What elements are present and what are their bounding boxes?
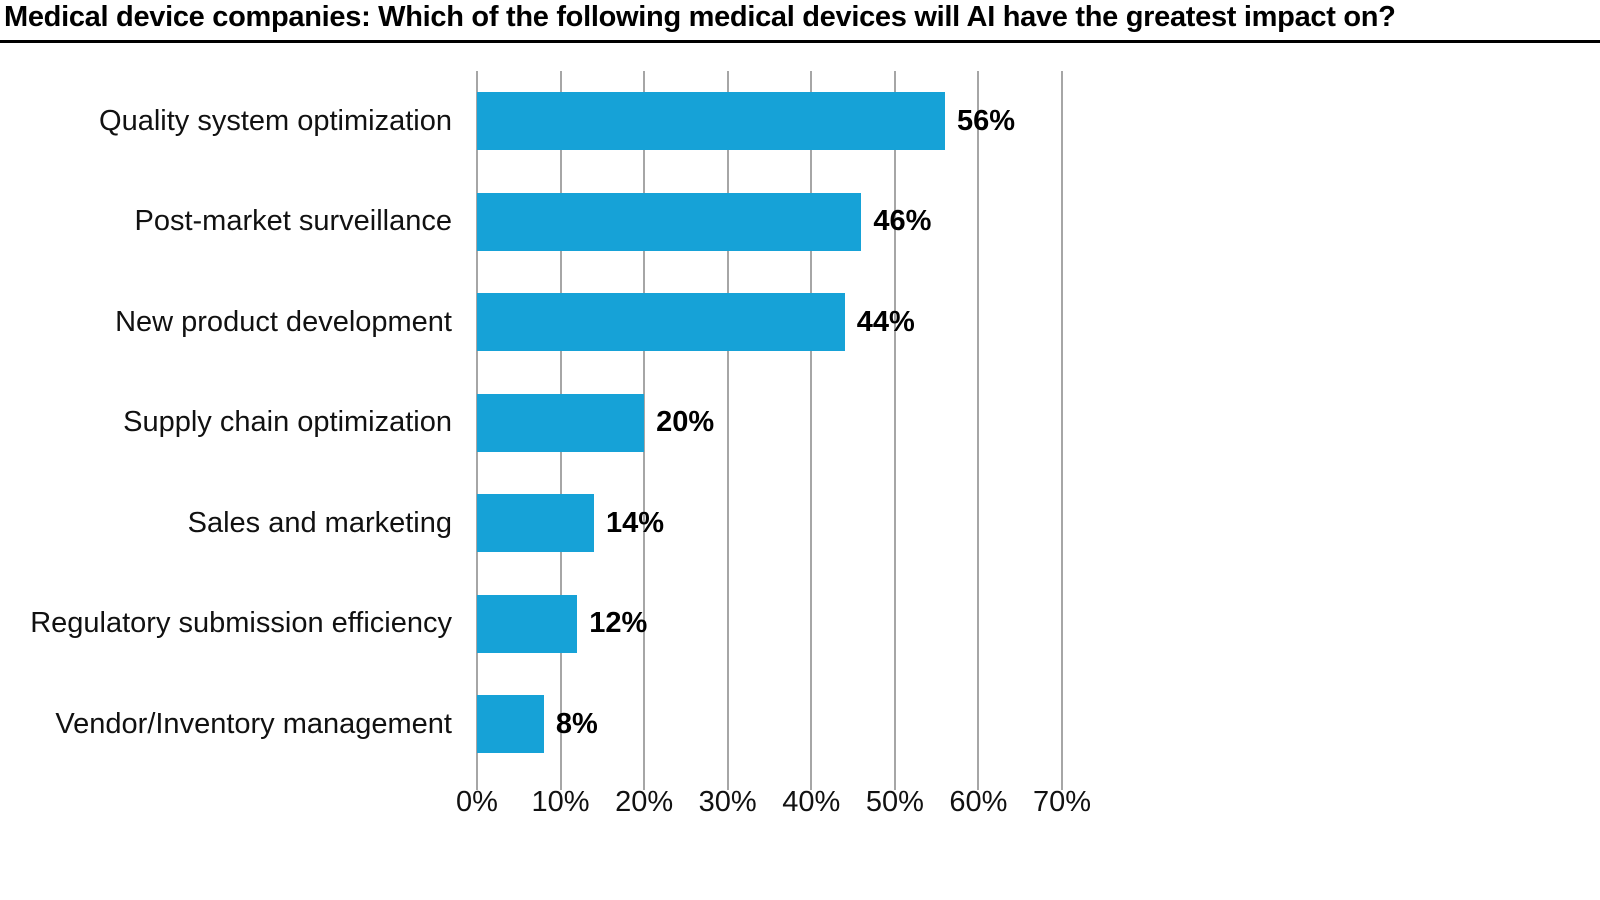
x-tick-label: 30%	[698, 786, 757, 818]
title-rule	[0, 40, 1600, 43]
x-tick-label: 60%	[949, 786, 1008, 818]
x-tick-label: 50%	[865, 786, 924, 818]
bar	[477, 293, 845, 351]
chart-title: Medical device companies: Which of the f…	[4, 1, 1396, 33]
value-label: 12%	[589, 607, 648, 640]
value-label: 56%	[957, 104, 1016, 137]
category-label: Quality system optimization	[99, 104, 452, 137]
bar	[477, 695, 544, 753]
bar	[477, 494, 594, 552]
value-label: 20%	[656, 406, 715, 439]
bar-row: Quality system optimization 56%	[0, 71, 1600, 172]
bar-row: New product development 44%	[0, 272, 1600, 373]
x-tick-label: 70%	[1032, 786, 1092, 818]
category-label: Supply chain optimization	[123, 406, 452, 439]
bar	[477, 92, 945, 150]
x-tick-label: 20%	[615, 786, 674, 818]
bar-row: Post-market surveillance 46%	[0, 172, 1600, 273]
bar-row: Regulatory submission efficiency 12%	[0, 574, 1600, 675]
gridline	[1061, 71, 1063, 790]
value-label: 44%	[856, 305, 915, 338]
bar-row: Vendor/Inventory management 8%	[0, 674, 1600, 775]
value-label: 46%	[873, 205, 932, 238]
value-label: 14%	[606, 506, 665, 539]
gridline	[810, 71, 813, 790]
bar-row: Sales and marketing 14%	[0, 473, 1600, 574]
category-label: New product development	[115, 305, 452, 338]
x-tick-label: 40%	[782, 786, 841, 818]
x-tick-label: 0%	[456, 786, 498, 818]
category-label: Post-market surveillance	[134, 205, 453, 238]
bar	[477, 192, 862, 251]
gridline	[643, 71, 646, 790]
gridline	[893, 71, 896, 790]
bar	[477, 594, 578, 653]
gridline	[726, 71, 729, 790]
x-tick-label: 10%	[531, 786, 590, 818]
value-label: 8%	[555, 707, 598, 740]
category-label: Vendor/Inventory management	[55, 707, 452, 740]
category-label: Sales and marketing	[187, 506, 452, 539]
gridline	[977, 71, 980, 790]
category-label: Regulatory submission efficiency	[30, 607, 452, 640]
bar-row: Supply chain optimization 20%	[0, 373, 1600, 474]
bar	[477, 393, 645, 452]
